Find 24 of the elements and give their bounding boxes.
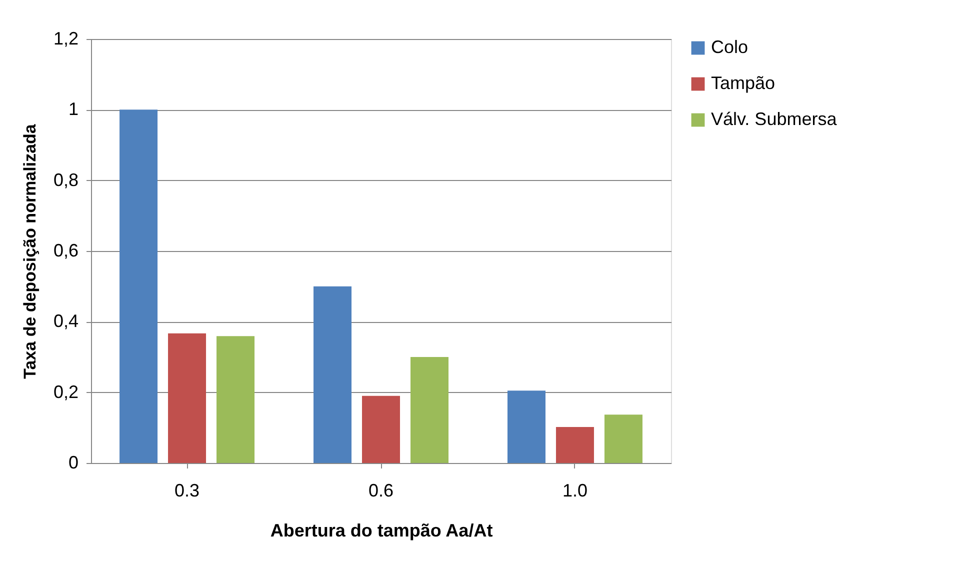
y-tick-label: 0,4	[53, 311, 78, 332]
legend-label: Válv. Submersa	[711, 109, 838, 129]
y-tick-label: 0,8	[53, 170, 78, 190]
legend-label: Tampão	[711, 73, 776, 93]
x-axis-title: Abertura do tampão Aa/At	[270, 520, 493, 540]
y-tick-label: 0,6	[53, 240, 78, 260]
bar	[604, 414, 642, 463]
x-tick-label: 0.6	[368, 480, 394, 500]
bar	[168, 333, 206, 463]
bar	[362, 396, 400, 463]
bar	[314, 286, 352, 463]
y-tick-label: 0	[68, 452, 78, 472]
y-tick-label: 1	[68, 99, 78, 120]
bar	[216, 336, 255, 463]
bar	[507, 390, 546, 463]
bar	[410, 357, 448, 463]
y-tick-label: 1,2	[53, 28, 78, 48]
x-tick-label: 1.0	[562, 480, 588, 500]
bar	[556, 426, 594, 463]
legend-label: Colo	[711, 37, 748, 57]
y-axis-title: Taxa de deposição normalizada	[20, 124, 40, 379]
bar	[120, 110, 158, 463]
x-tick-label: 0.3	[174, 480, 200, 500]
y-tick-label: 0,2	[53, 382, 78, 402]
